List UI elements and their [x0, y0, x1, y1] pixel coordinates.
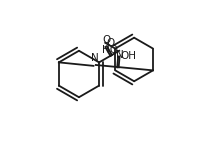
Text: O: O [102, 35, 110, 45]
Text: O: O [106, 38, 115, 48]
Text: N: N [116, 50, 124, 60]
Text: OH: OH [121, 52, 137, 61]
Text: HO: HO [102, 45, 118, 55]
Text: N: N [91, 53, 98, 63]
